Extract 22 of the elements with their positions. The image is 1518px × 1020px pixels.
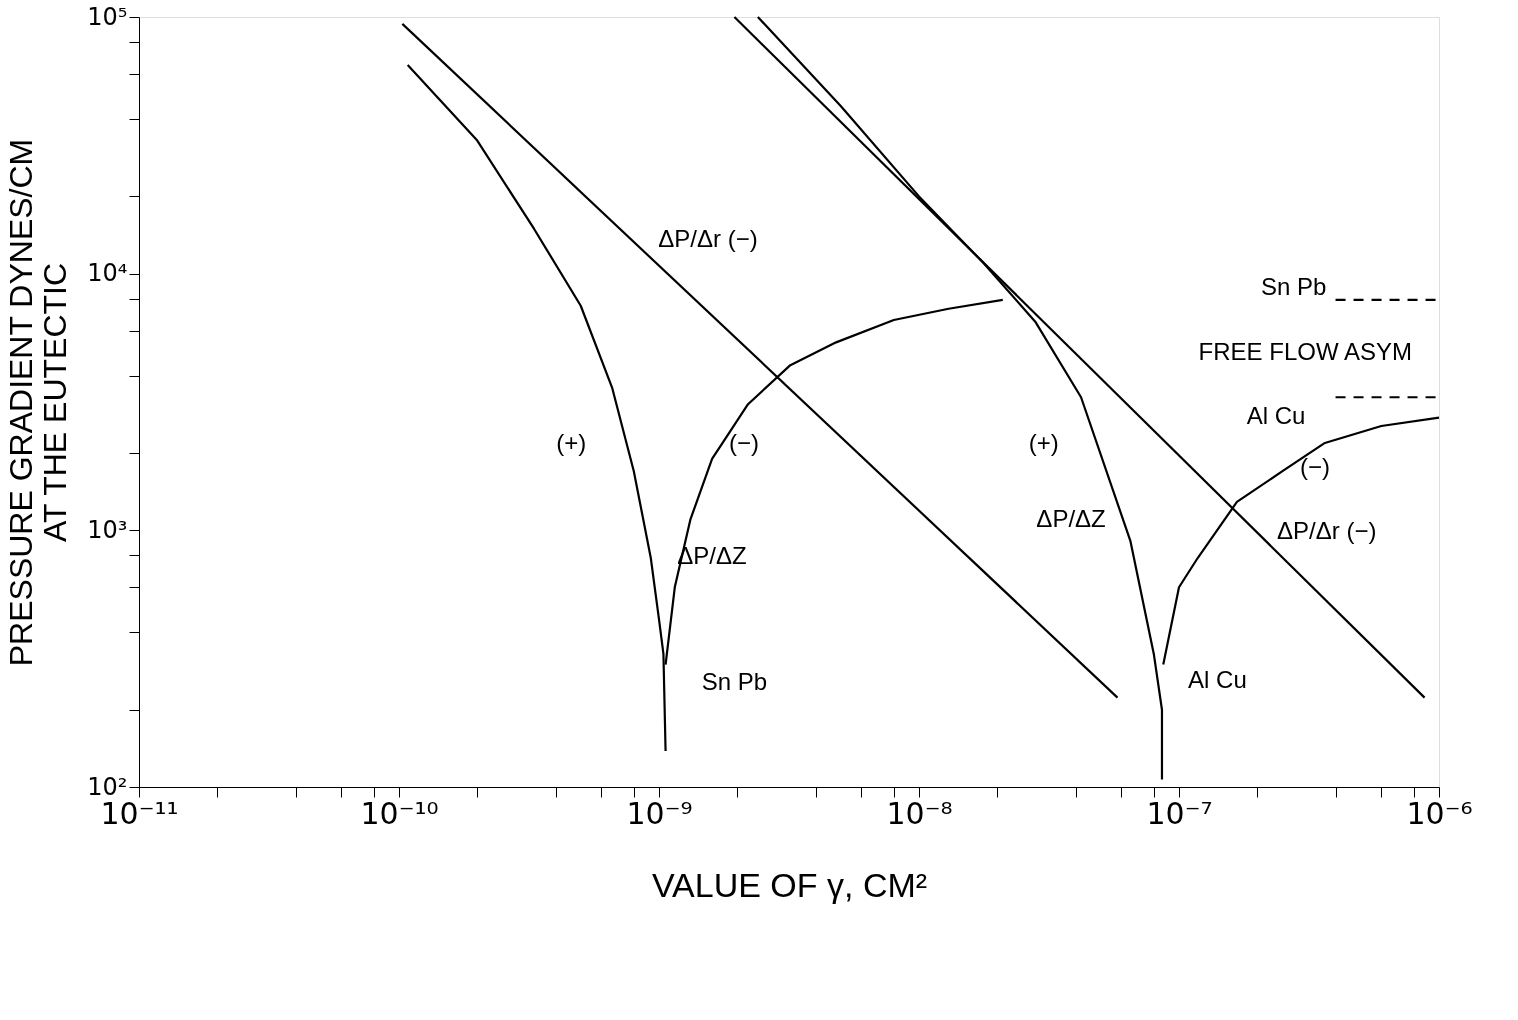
annotation: (+) [556, 428, 587, 456]
x-tick-label: 10⁻⁶ [1406, 795, 1473, 831]
x-tick-label: 10⁻⁷ [1146, 795, 1213, 831]
annotation: (−) [1300, 452, 1331, 480]
annotation: (−) [729, 428, 760, 456]
annotation: (+) [1028, 428, 1059, 456]
annotation: Al Cu [1188, 665, 1247, 693]
annotation: ΔP/ΔZ [1036, 505, 1106, 533]
annotation: FREE FLOW ASYM [1198, 337, 1412, 365]
y-tick-label: 10³ [87, 515, 128, 544]
x-tick-label: 10⁻⁹ [626, 795, 693, 831]
annotation: ΔP/Δr (−) [658, 225, 758, 253]
annotation: Sn Pb [701, 668, 768, 696]
annotation: Al Cu [1246, 401, 1306, 429]
x-axis-title: VALUE OF γ, CM² [651, 865, 928, 904]
annotation: ΔP/Δr (−) [1277, 516, 1377, 544]
x-tick-label: 10⁻⁸ [886, 795, 953, 831]
y-tick-label: 10⁵ [87, 2, 128, 31]
y-tick-label: 10⁴ [87, 259, 128, 288]
y-axis-title: PRESSURE GRADIENT DYNES/CM AT THE EUTECTIC [3, 138, 74, 667]
annotation: Sn Pb [1260, 273, 1327, 301]
x-tick-label: 10⁻¹⁰ [360, 795, 439, 831]
